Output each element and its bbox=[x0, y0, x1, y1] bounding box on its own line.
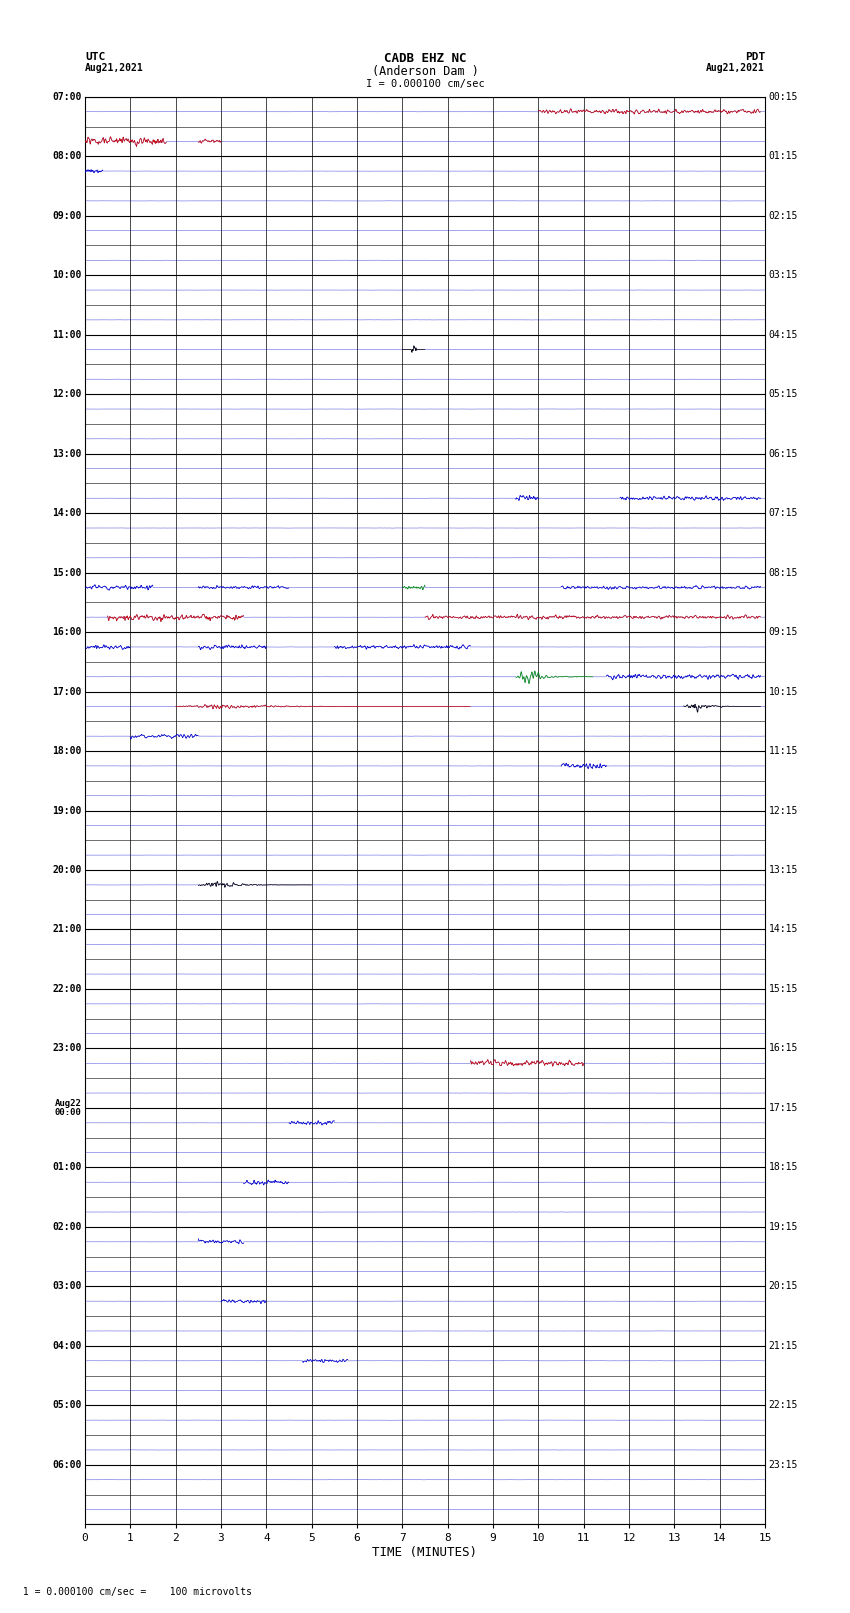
Text: 15:00: 15:00 bbox=[52, 568, 82, 577]
Text: 21:15: 21:15 bbox=[768, 1340, 798, 1350]
Text: 05:00: 05:00 bbox=[52, 1400, 82, 1410]
Text: 17:15: 17:15 bbox=[768, 1103, 798, 1113]
Text: 04:00: 04:00 bbox=[52, 1340, 82, 1350]
Text: 01:15: 01:15 bbox=[768, 152, 798, 161]
Text: 08:00: 08:00 bbox=[52, 152, 82, 161]
Text: 23:00: 23:00 bbox=[52, 1044, 82, 1053]
Text: 01:00: 01:00 bbox=[52, 1163, 82, 1173]
Text: PDT: PDT bbox=[745, 52, 765, 61]
Text: 21:00: 21:00 bbox=[52, 924, 82, 934]
Text: 05:15: 05:15 bbox=[768, 389, 798, 398]
Text: 13:15: 13:15 bbox=[768, 865, 798, 874]
Text: 16:15: 16:15 bbox=[768, 1044, 798, 1053]
Text: 12:15: 12:15 bbox=[768, 805, 798, 816]
Text: 00:00: 00:00 bbox=[54, 1108, 82, 1116]
Text: I = 0.000100 cm/sec: I = 0.000100 cm/sec bbox=[366, 79, 484, 89]
Text: Aug22: Aug22 bbox=[54, 1098, 82, 1108]
X-axis label: TIME (MINUTES): TIME (MINUTES) bbox=[372, 1547, 478, 1560]
Text: 02:00: 02:00 bbox=[52, 1223, 82, 1232]
Text: 20:00: 20:00 bbox=[52, 865, 82, 874]
Text: 09:00: 09:00 bbox=[52, 211, 82, 221]
Text: 19:00: 19:00 bbox=[52, 805, 82, 816]
Text: 06:00: 06:00 bbox=[52, 1460, 82, 1469]
Text: 22:00: 22:00 bbox=[52, 984, 82, 994]
Text: 17:00: 17:00 bbox=[52, 687, 82, 697]
Text: 1 = 0.000100 cm/sec =    100 microvolts: 1 = 0.000100 cm/sec = 100 microvolts bbox=[17, 1587, 252, 1597]
Text: 07:15: 07:15 bbox=[768, 508, 798, 518]
Text: 14:15: 14:15 bbox=[768, 924, 798, 934]
Text: 11:15: 11:15 bbox=[768, 747, 798, 756]
Text: 07:00: 07:00 bbox=[52, 92, 82, 102]
Text: 18:00: 18:00 bbox=[52, 747, 82, 756]
Text: 06:15: 06:15 bbox=[768, 448, 798, 458]
Text: 22:15: 22:15 bbox=[768, 1400, 798, 1410]
Text: 10:00: 10:00 bbox=[52, 271, 82, 281]
Text: 19:15: 19:15 bbox=[768, 1223, 798, 1232]
Text: 23:15: 23:15 bbox=[768, 1460, 798, 1469]
Text: 11:00: 11:00 bbox=[52, 329, 82, 340]
Text: UTC: UTC bbox=[85, 52, 105, 61]
Text: 03:15: 03:15 bbox=[768, 271, 798, 281]
Text: 04:15: 04:15 bbox=[768, 329, 798, 340]
Text: 18:15: 18:15 bbox=[768, 1163, 798, 1173]
Text: 12:00: 12:00 bbox=[52, 389, 82, 398]
Text: 08:15: 08:15 bbox=[768, 568, 798, 577]
Text: 16:00: 16:00 bbox=[52, 627, 82, 637]
Text: 10:15: 10:15 bbox=[768, 687, 798, 697]
Text: (Anderson Dam ): (Anderson Dam ) bbox=[371, 65, 479, 77]
Text: 14:00: 14:00 bbox=[52, 508, 82, 518]
Text: Aug21,2021: Aug21,2021 bbox=[85, 63, 144, 73]
Text: 03:00: 03:00 bbox=[52, 1281, 82, 1292]
Text: 02:15: 02:15 bbox=[768, 211, 798, 221]
Text: 20:15: 20:15 bbox=[768, 1281, 798, 1292]
Text: Aug21,2021: Aug21,2021 bbox=[706, 63, 765, 73]
Text: 00:15: 00:15 bbox=[768, 92, 798, 102]
Text: 13:00: 13:00 bbox=[52, 448, 82, 458]
Text: 09:15: 09:15 bbox=[768, 627, 798, 637]
Text: 15:15: 15:15 bbox=[768, 984, 798, 994]
Text: CADB EHZ NC: CADB EHZ NC bbox=[383, 52, 467, 65]
